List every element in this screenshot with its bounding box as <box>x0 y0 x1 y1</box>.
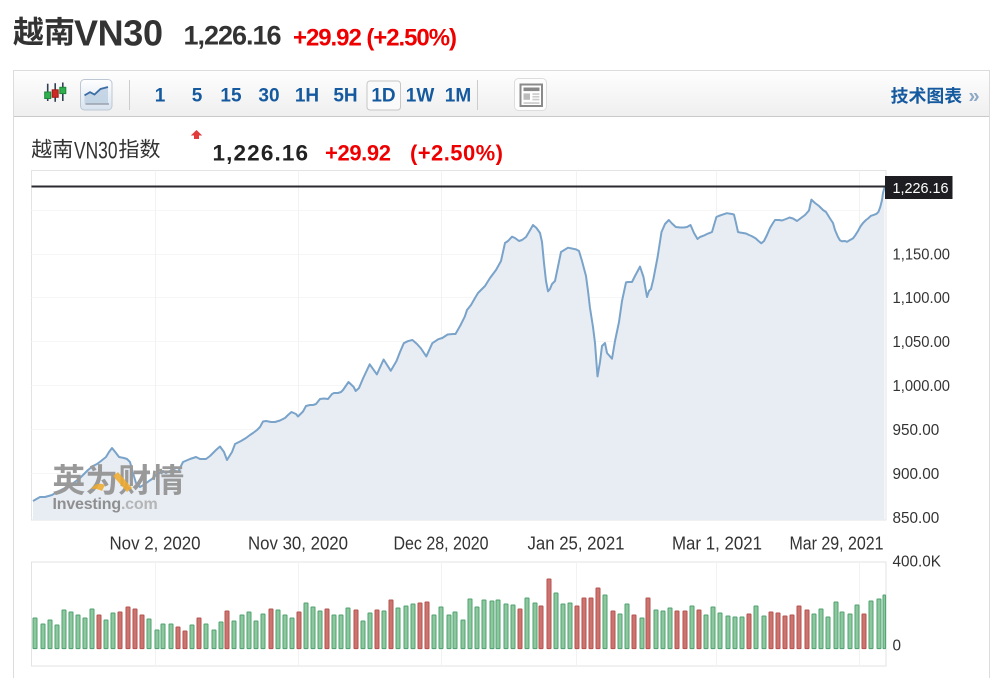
svg-text:VN30: VN30 <box>74 137 118 164</box>
svg-text:VN30: VN30 <box>74 13 163 54</box>
svg-text:1,226.16: 1,226.16 <box>184 21 282 51</box>
svg-text:950.00: 950.00 <box>893 422 940 439</box>
svg-text:1D: 1D <box>371 86 395 107</box>
svg-text:Mar 1, 2021: Mar 1, 2021 <box>672 534 762 554</box>
svg-text:»: » <box>969 85 980 107</box>
svg-text:5: 5 <box>192 86 203 107</box>
svg-text:1H: 1H <box>295 86 319 107</box>
svg-text:1M: 1M <box>445 86 471 107</box>
svg-text:1W: 1W <box>406 86 435 107</box>
svg-text:1,050.00: 1,050.00 <box>893 334 951 351</box>
svg-text:+29.92 (+2.50%): +29.92 (+2.50%) <box>293 24 457 51</box>
svg-text:30: 30 <box>258 86 279 107</box>
svg-text:850.00: 850.00 <box>893 510 940 527</box>
svg-text:Investing.com: Investing.com <box>53 496 158 513</box>
svg-text:5H: 5H <box>333 86 357 107</box>
svg-text:1,226.16: 1,226.16 <box>893 181 949 197</box>
svg-text:1,150.00: 1,150.00 <box>893 246 951 263</box>
svg-text:1,226.16: 1,226.16 <box>213 141 309 166</box>
svg-text:400.0K: 400.0K <box>893 554 942 571</box>
svg-text:(+2.50%): (+2.50%) <box>410 140 503 165</box>
svg-text:Jan 25, 2021: Jan 25, 2021 <box>528 534 625 554</box>
svg-text:Nov 2, 2020: Nov 2, 2020 <box>110 534 201 554</box>
svg-text:Mar 29, 2021: Mar 29, 2021 <box>790 534 884 554</box>
svg-text:1,100.00: 1,100.00 <box>893 290 951 307</box>
svg-text:Nov 30, 2020: Nov 30, 2020 <box>248 534 348 554</box>
svg-text:15: 15 <box>220 86 242 107</box>
svg-text:900.00: 900.00 <box>893 466 940 483</box>
svg-text:0: 0 <box>893 638 902 655</box>
svg-text:Dec 28, 2020: Dec 28, 2020 <box>394 534 489 554</box>
svg-text:1: 1 <box>155 86 166 107</box>
svg-text:1,000.00: 1,000.00 <box>893 378 951 395</box>
svg-text:+29.92: +29.92 <box>325 140 391 165</box>
